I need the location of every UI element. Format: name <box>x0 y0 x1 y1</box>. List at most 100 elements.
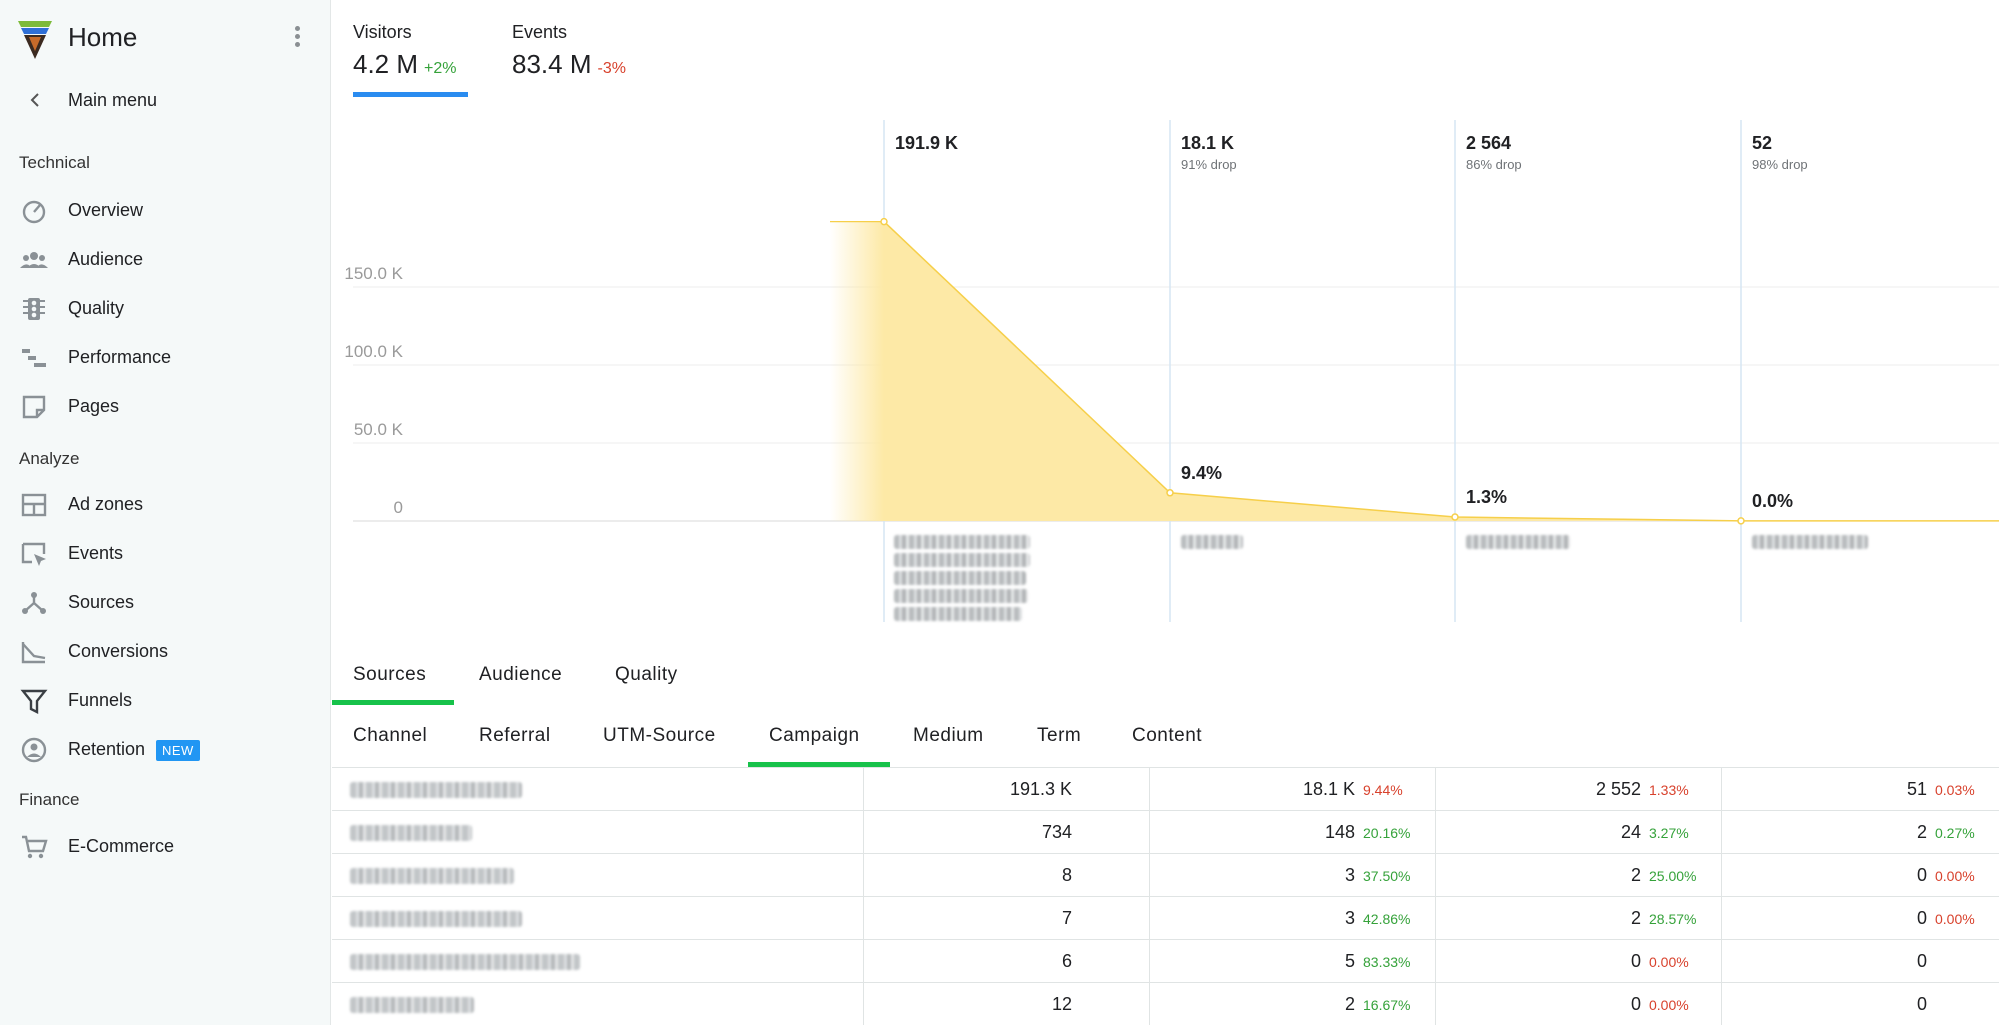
cell-value: 0 <box>1916 865 1927 885</box>
cell-value: 2 <box>1630 908 1641 928</box>
subtab-medium[interactable]: Medium <box>913 725 984 746</box>
y-tick-label: 150.0 K <box>344 264 403 283</box>
cell-value: 0 <box>1630 994 1641 1014</box>
step-name-redacted <box>894 607 1022 621</box>
subtab-term[interactable]: Term <box>1037 725 1082 746</box>
cart-icon <box>20 833 48 861</box>
step-count: 52 <box>1752 133 1773 153</box>
conversion-label: 0.0% <box>1752 491 1794 511</box>
subtab-channel[interactable]: Channel <box>353 725 428 746</box>
nav-label: Ad zones <box>68 494 144 514</box>
subtab-content[interactable]: Content <box>1132 725 1203 746</box>
nav-audience[interactable]: Audience <box>0 237 331 281</box>
campaign-name-redacted <box>350 868 514 884</box>
cell-percent: 16.67% <box>1363 997 1411 1013</box>
cell-value: 0 <box>1916 951 1927 971</box>
metric-visitors[interactable]: Visitors 4.2 M +2% <box>353 22 468 97</box>
nav-e-commerce[interactable]: E-Commerce <box>0 824 331 868</box>
metric-events[interactable]: Events 83.4 M -3% <box>512 22 626 80</box>
subtab-utm-source[interactable]: UTM-Source <box>603 725 716 746</box>
cell-step2: 2 16.67% <box>1149 983 1435 1025</box>
nav-funnels[interactable]: Funnels <box>0 678 331 722</box>
nav-label: Sources <box>68 592 135 612</box>
table-row[interactable]: 6 5 83.33% 0 0.00% 0 <box>332 939 1999 983</box>
data-point <box>1737 517 1745 525</box>
nav-pages[interactable]: Pages <box>0 384 331 428</box>
cell-percent: 42.86% <box>1363 911 1411 927</box>
campaign-name-redacted <box>350 825 472 841</box>
cell-step4: 0 <box>1721 940 1999 983</box>
step-name-redacted <box>1181 535 1243 549</box>
metric-name: Events <box>512 22 568 42</box>
metric-selected-indicator <box>353 92 468 97</box>
table-row[interactable]: 734 148 20.16% 24 3.27% 2 0.27% <box>332 810 1999 854</box>
cell-value: 2 <box>1916 822 1927 842</box>
nav-label: Events <box>68 543 124 563</box>
cell-percent: 0.00% <box>1935 911 1975 927</box>
branch-icon <box>20 589 48 617</box>
section-finance: Finance <box>19 790 80 809</box>
subtab-referral[interactable]: Referral <box>479 725 551 746</box>
nav-sources[interactable]: Sources <box>0 580 331 624</box>
tab-quality[interactable]: Quality <box>615 664 678 685</box>
home-title: Home <box>68 22 138 52</box>
nav-label: Funnels <box>68 690 133 710</box>
main-menu-label: Main menu <box>68 90 158 110</box>
nav-label: Quality <box>68 298 125 318</box>
nav-performance[interactable]: Performance <box>0 335 331 379</box>
cell-percent: 25.00% <box>1649 868 1697 884</box>
step-name-redacted <box>894 589 1028 603</box>
cell-step1: 191.3 K <box>863 768 1149 811</box>
nav-conversions[interactable]: Conversions <box>0 629 331 673</box>
nav-overview[interactable]: Overview <box>0 188 331 232</box>
cursor-icon <box>20 540 48 568</box>
cell-step2: 18.1 K 9.44% <box>1149 768 1435 811</box>
cell-percent: 1.33% <box>1649 782 1689 798</box>
more-options-icon[interactable] <box>290 24 304 52</box>
cell-step4: 2 0.27% <box>1721 811 1999 854</box>
metric-delta: -3% <box>597 60 626 77</box>
step-name-redacted <box>894 571 1026 585</box>
nav-label: Performance <box>68 347 172 367</box>
table-row[interactable]: 8 3 37.50% 2 25.00% 0 0.00% <box>332 853 1999 897</box>
metric-name: Visitors <box>353 22 412 42</box>
table-row[interactable]: 191.3 K 18.1 K 9.44% 2 552 1.33% 51 0.03% <box>332 767 1999 811</box>
tab-audience[interactable]: Audience <box>479 664 563 685</box>
metric-value: 4.2 M <box>353 49 419 79</box>
main-menu-link[interactable]: Main menu <box>0 80 331 122</box>
subtab-campaign[interactable]: Campaign <box>769 725 860 746</box>
nav-retention[interactable]: Retention NEW <box>0 727 331 771</box>
conversion-icon <box>20 638 48 666</box>
main-content: Visitors 4.2 M +2% Events 83.4 M -3% <box>332 0 1999 1025</box>
step-drop: 98% drop <box>1752 157 1808 172</box>
step-name-redacted <box>1466 535 1570 549</box>
step-count: 18.1 K <box>1181 133 1235 153</box>
campaign-name-redacted <box>350 997 474 1013</box>
cell-percent: 9.44% <box>1363 782 1403 798</box>
cell-value: 8 <box>1061 865 1072 885</box>
funnel-chart-svg <box>353 120 1999 622</box>
sidebar: Home Main menu Technical Overview Audien… <box>0 0 331 1025</box>
nav-label: E-Commerce <box>68 836 175 856</box>
traffic-light-icon <box>20 295 48 323</box>
nav-ad-zones[interactable]: Ad zones <box>0 482 331 526</box>
cell-percent: 83.33% <box>1363 954 1411 970</box>
cell-step1: 6 <box>863 940 1149 983</box>
step-name-redacted <box>894 535 1030 549</box>
cell-value: 0 <box>1916 908 1927 928</box>
cell-value: 51 <box>1906 779 1927 799</box>
cell-step3: 2 552 1.33% <box>1435 768 1721 811</box>
tab-sources[interactable]: Sources <box>353 664 427 685</box>
section-technical: Technical <box>19 153 90 172</box>
nav-quality[interactable]: Quality <box>0 286 331 330</box>
table-row[interactable]: 12 2 16.67% 0 0.00% 0 <box>332 982 1999 1025</box>
step-count: 191.9 K <box>895 133 959 153</box>
nav-events[interactable]: Events <box>0 531 331 575</box>
metric-value: 83.4 M <box>512 49 592 79</box>
cell-value: 3 <box>1344 908 1355 928</box>
cell-value: 734 <box>1041 822 1072 842</box>
table-row[interactable]: 7 3 42.86% 2 28.57% 0 0.00% <box>332 896 1999 940</box>
nav-label: Overview <box>68 200 144 220</box>
speedometer-icon <box>20 197 48 225</box>
cell-step4: 51 0.03% <box>1721 768 1999 811</box>
